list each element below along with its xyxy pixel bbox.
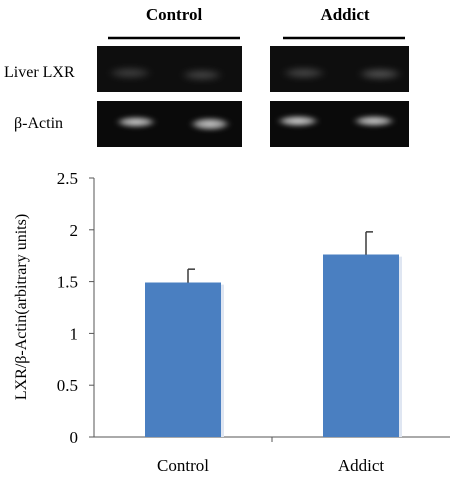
band-actin-3 xyxy=(275,115,321,127)
y-ticks: 0 0.5 1 1.5 2 2.5 xyxy=(57,169,94,447)
band-actin-1 xyxy=(114,116,158,128)
blot-panel: Control Addict Liver LXR β-Actin xyxy=(4,5,409,147)
bar-shadow-addict xyxy=(399,256,402,437)
bar-chart: LXR/β-Actin(arbitrary units) 0 0.5 1 1.5 2 2.… xyxy=(13,169,450,475)
bar-addict xyxy=(323,254,399,437)
blot-row-label-liver-lxr: Liver LXR xyxy=(4,64,75,81)
bar-control xyxy=(145,282,221,437)
x-tick-labels: Control Addict xyxy=(157,456,384,475)
band-actin-4 xyxy=(351,115,397,127)
band-actin-2 xyxy=(188,117,232,131)
y-tick-label: 0 xyxy=(70,428,79,447)
blot-group-label-addict: Addict xyxy=(320,5,369,24)
bar-shadow-control xyxy=(221,284,224,437)
y-tick-label: 1 xyxy=(70,324,79,343)
y-tick-label: 2.5 xyxy=(57,169,78,188)
x-tick-label-addict: Addict xyxy=(338,456,385,475)
error-bars xyxy=(187,231,373,283)
band-lxr-4 xyxy=(356,68,404,80)
y-axis-label: LXR/β-Actin(arbitrary units) xyxy=(13,214,30,400)
band-lxr-3 xyxy=(280,67,328,79)
band-lxr-1 xyxy=(106,67,154,79)
y-tick-label: 1.5 xyxy=(57,273,78,292)
blot-group-label-control: Control xyxy=(146,5,203,24)
y-tick-label: 0.5 xyxy=(57,376,78,395)
x-tick-label-control: Control xyxy=(157,456,209,475)
bars xyxy=(145,254,402,437)
y-tick-label: 2 xyxy=(70,221,79,240)
band-lxr-2 xyxy=(179,69,225,81)
blot-row-label-beta-actin: β-Actin xyxy=(14,115,63,132)
